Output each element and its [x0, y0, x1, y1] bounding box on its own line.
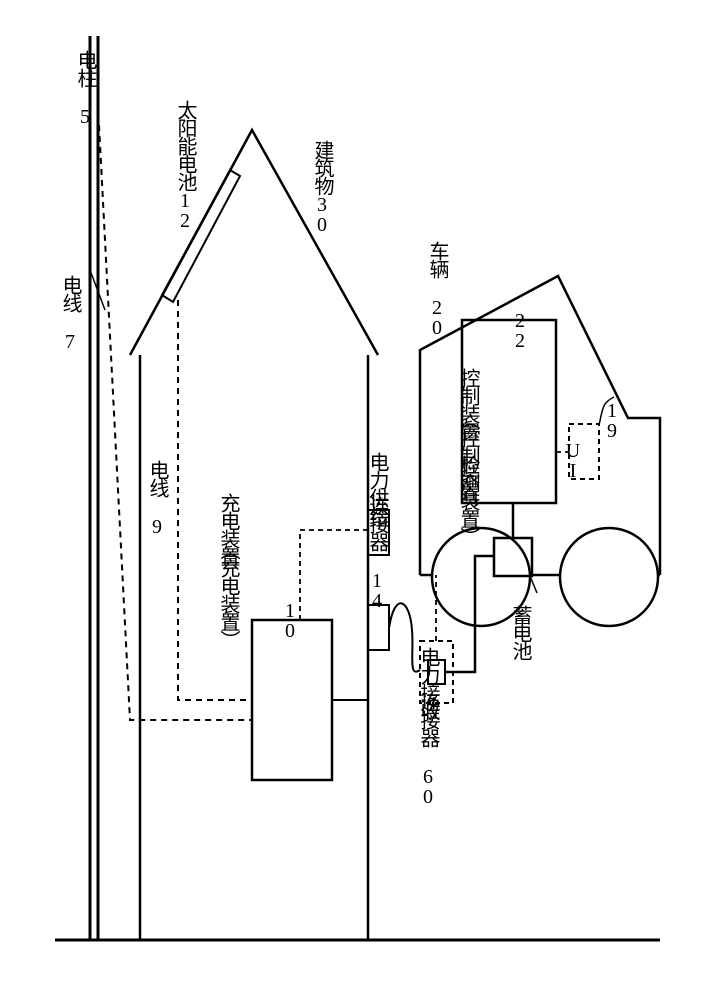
- charger-to-upper: [300, 530, 368, 620]
- supply-connector-lower: [368, 605, 389, 650]
- utility-pole: [90, 36, 98, 940]
- ctrl-l3: 检测装置）: [457, 455, 480, 545]
- wire9-label: 电线 9: [146, 460, 169, 536]
- wire-9: [178, 300, 252, 700]
- charger-num: 10: [279, 600, 301, 640]
- recv-l2: 连接器 60: [417, 692, 440, 806]
- charger-box: [252, 620, 332, 780]
- supply-l2: 连接器 14: [366, 496, 389, 610]
- charger-l2: （充电装置）: [217, 540, 240, 648]
- pole-label: 电柱 5: [74, 50, 97, 126]
- wire7-label: 电线 7: [59, 275, 82, 351]
- building-label: 建筑物30: [311, 140, 334, 234]
- vehicle-label: 车辆 20: [426, 241, 449, 337]
- battery-leader: [530, 576, 537, 593]
- solar-label: 太阳能电池12: [174, 100, 197, 230]
- ui-label: UI: [562, 440, 584, 480]
- ctrl-num: 22: [509, 310, 531, 350]
- wheel-rear: [560, 528, 658, 626]
- battery-label: 蓄电池: [509, 605, 532, 661]
- cable: [389, 603, 420, 671]
